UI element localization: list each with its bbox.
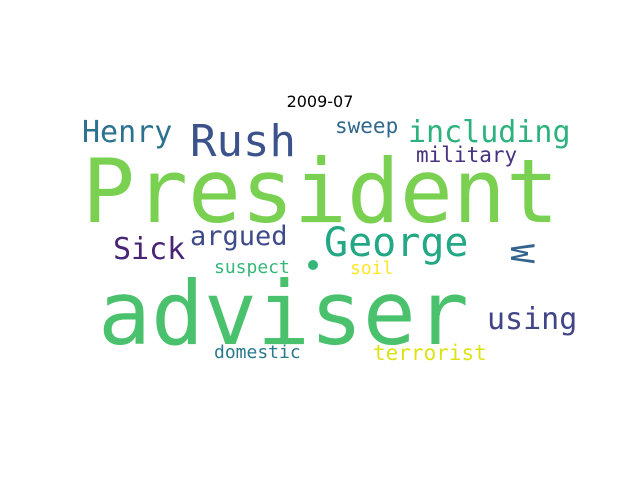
word-suspect: suspect — [214, 257, 290, 278]
word-domestic: domestic — [214, 342, 301, 363]
chart-title: 2009-07 — [286, 92, 354, 111]
word-sweep: sweep — [335, 114, 399, 138]
word-military: military — [416, 143, 518, 167]
word-george: George — [324, 220, 469, 266]
word-president: President — [82, 140, 559, 243]
word-adviser: adviser — [98, 262, 469, 365]
word-cloud: President adviser Rush George including … — [80, 110, 577, 372]
word-henry: Henry — [82, 115, 173, 150]
word-soil: soil — [350, 258, 394, 279]
dot-mark — [308, 260, 318, 270]
word-using: using — [487, 302, 578, 337]
word-argued: argued — [190, 221, 288, 252]
word-w: W — [503, 244, 541, 264]
word-terrorist: terrorist — [373, 341, 487, 365]
word-rush: Rush — [190, 116, 296, 167]
word-sick: Sick — [113, 232, 186, 267]
word-including: including — [408, 115, 571, 150]
